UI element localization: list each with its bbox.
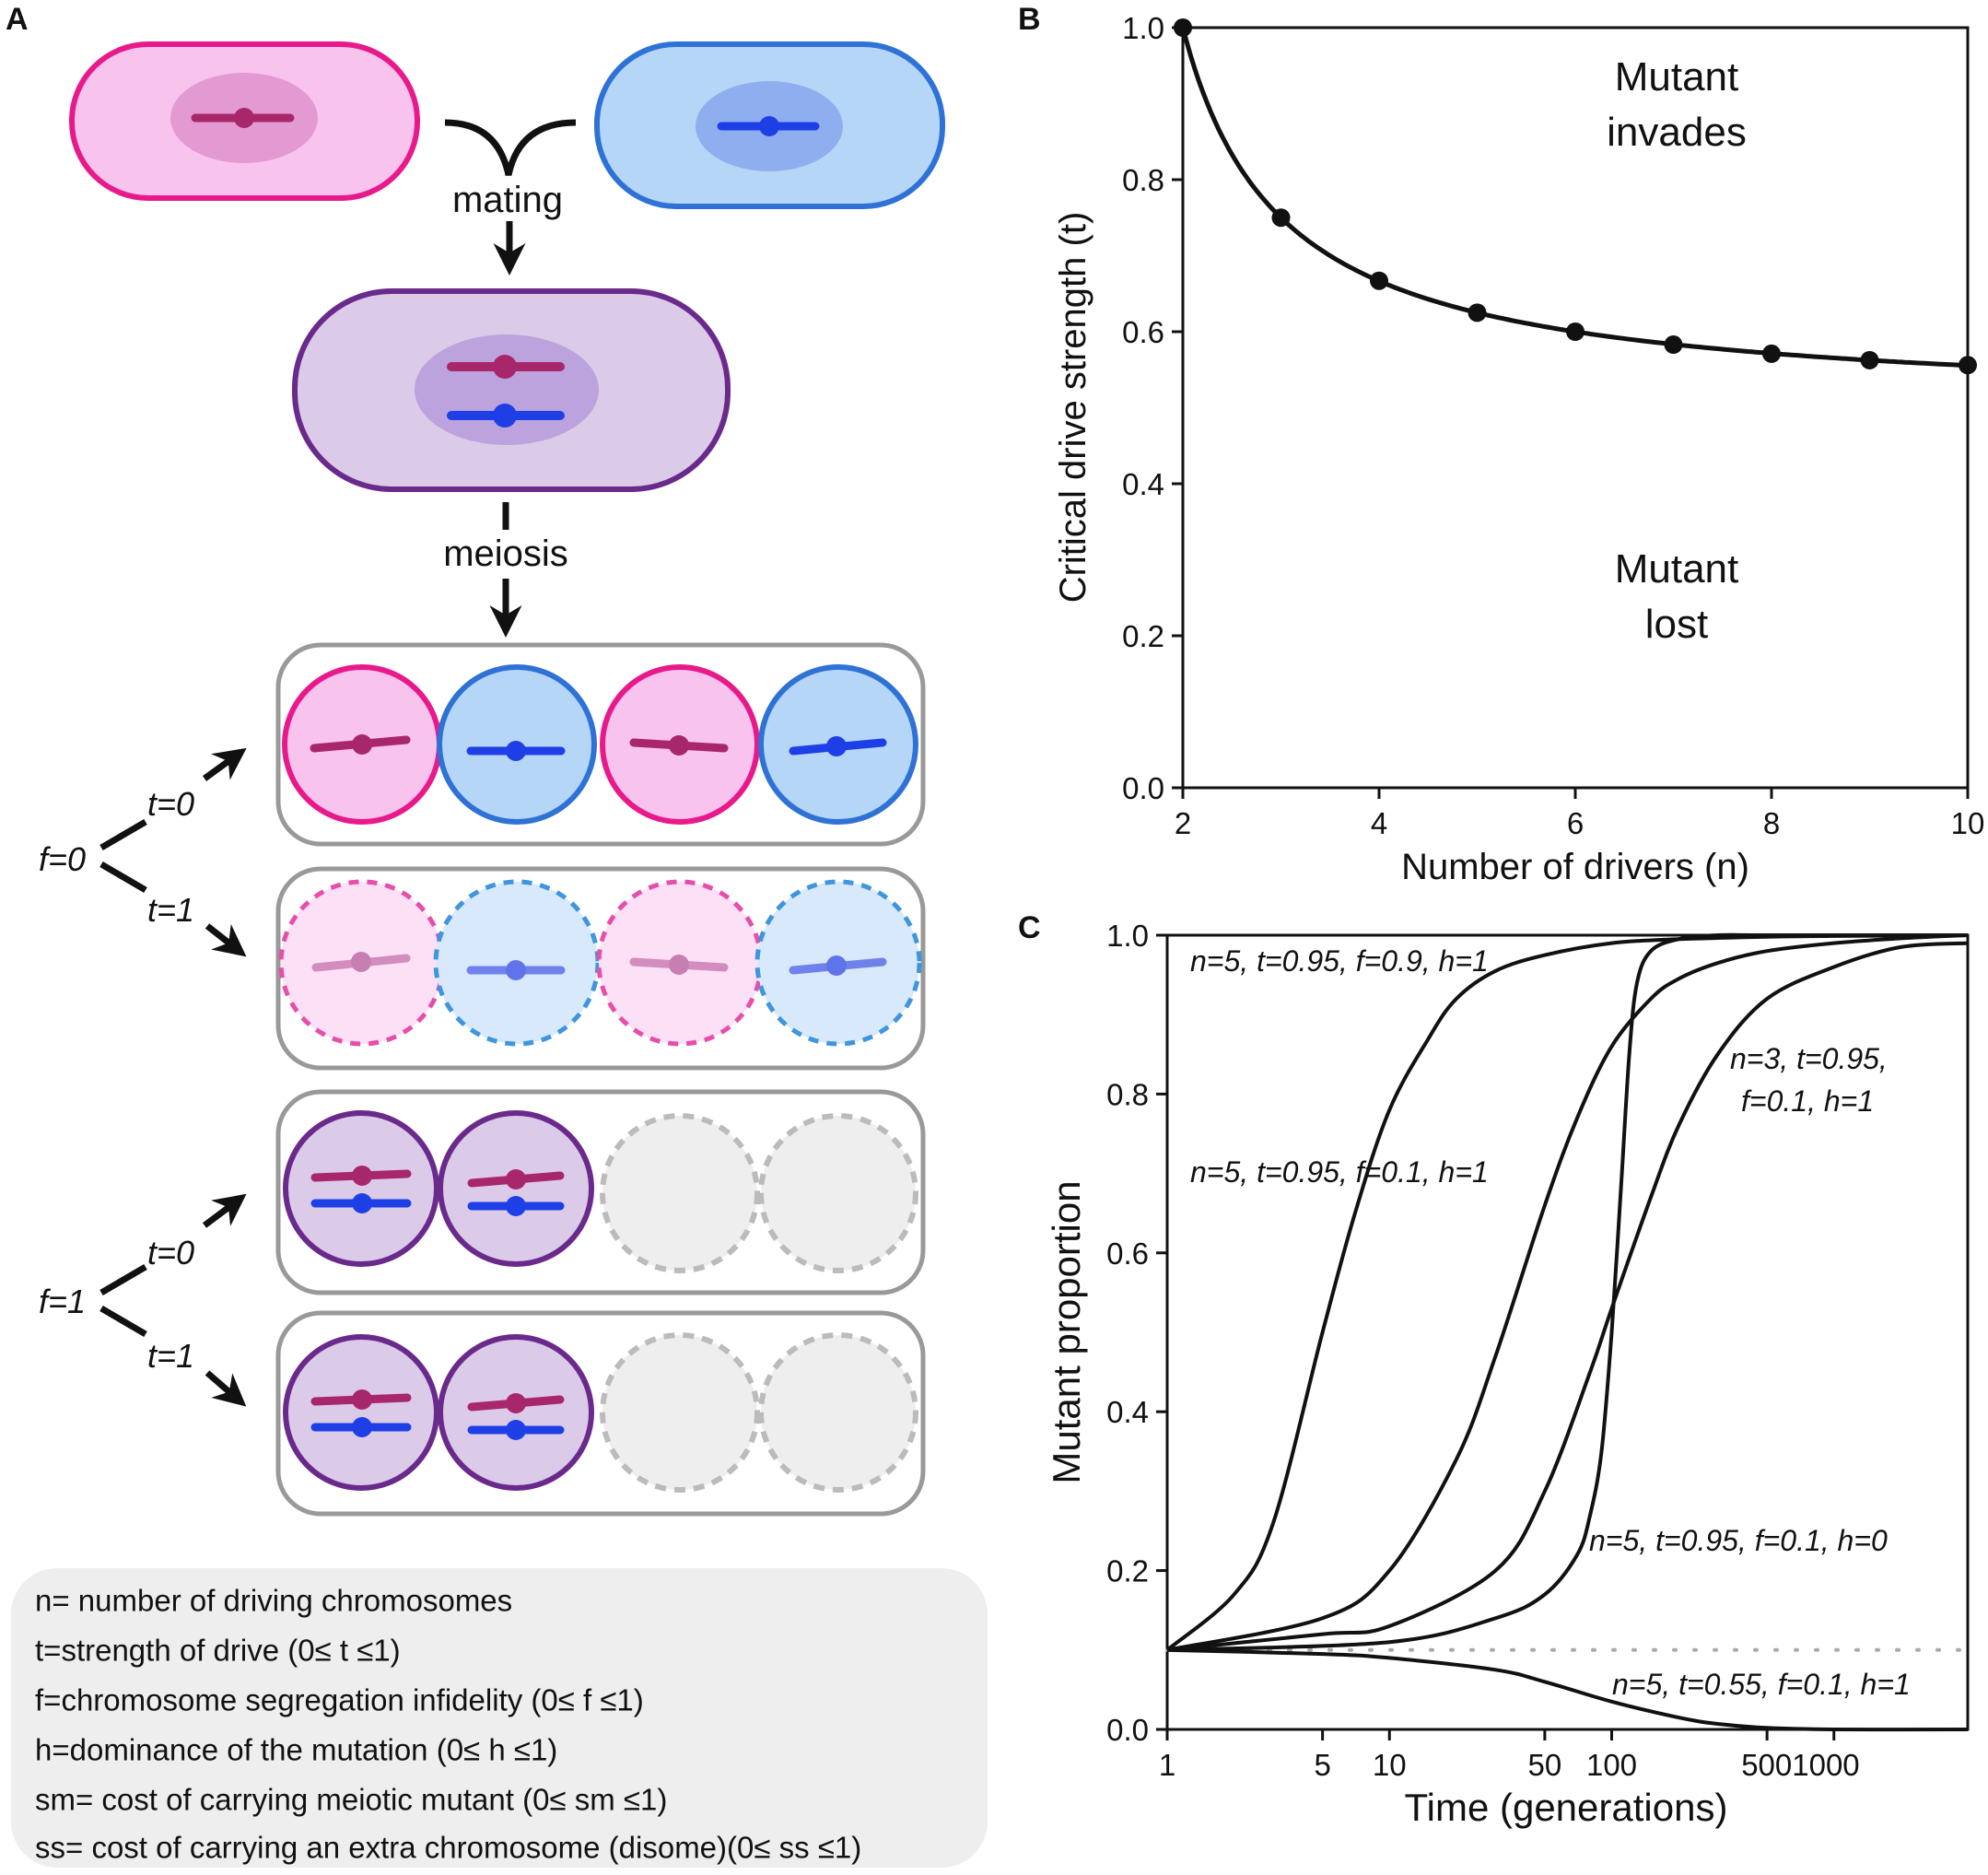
chart-c-xtick-label: 100	[1586, 1748, 1637, 1782]
curve-label-h0: n=5, t=0.95, f=0.1, h=0	[1589, 1524, 1888, 1557]
chart-c-xlabel: Time (generations)	[1405, 1786, 1728, 1829]
chart-c-xtick-label: 10	[1373, 1748, 1407, 1782]
chart-b-point	[1370, 271, 1388, 290]
diploid-cell	[292, 288, 731, 492]
mating-connector	[444, 119, 577, 176]
chart-b-ytick-label: 0.2	[1122, 619, 1164, 653]
chart-c-series-line-4	[1166, 932, 1968, 1652]
chart-b-points	[1174, 18, 1977, 375]
chart-b-ytick-label: 0.8	[1122, 163, 1164, 197]
chart-b-xtick-label: 4	[1371, 806, 1387, 840]
chart-c-y-axis: 0.0 0.2 0.4 0.6 0.8 1.0	[1106, 919, 1167, 1747]
panel-b-label: B	[1018, 2, 1041, 37]
curve-label-n3-line2: f=0.1, h=1	[1741, 1084, 1874, 1118]
panel-c: C 0.0 0.2 0.4 0.6 0.8 1.0 1 5 10 50 100 5001000 Mu…	[1018, 910, 1970, 1829]
branch-f1-t0-label: t=0	[147, 1234, 194, 1271]
mating-label: mating	[452, 180, 563, 220]
chart-b-point	[1468, 303, 1487, 322]
annotation-invades-1: Mutant	[1615, 54, 1739, 100]
chart-b-xtick-label: 2	[1175, 806, 1191, 840]
meiosis-label: meiosis	[443, 533, 568, 574]
branch-f0-t1-label: t=1	[147, 891, 194, 929]
panel-a: A mating meiosis	[6, 2, 988, 1868]
tetrad-f1-t0	[275, 1089, 926, 1295]
chart-b-point	[1959, 356, 1977, 375]
chart-b-point	[1271, 208, 1291, 228]
tetrad-f0-t1	[275, 866, 926, 1071]
legend-line-h: h=dominance of the mutation (0≤ h ≤1)	[35, 1733, 557, 1767]
parameter-legend: n= number of driving chromosomes t=stren…	[11, 1568, 988, 1868]
legend-line-f: f=chromosome segregation infidelity (0≤ …	[35, 1683, 644, 1717]
chart-c-series	[1165, 932, 1969, 1732]
chart-b-point	[1566, 322, 1585, 341]
chart-b-fit-curve	[1180, 27, 1969, 369]
chart-b-point	[1762, 344, 1781, 363]
chart-c-xtick-label: 1	[1159, 1748, 1175, 1782]
panel-a-label: A	[6, 2, 29, 37]
curve-label-f01: n=5, t=0.95, f=0.1, h=1	[1190, 1155, 1489, 1189]
chart-b-xtick-label: 10	[1951, 806, 1985, 840]
chart-c-x-axis: 1 5 10 50 100 5001000	[1159, 1729, 1860, 1782]
chart-b-frame	[1181, 26, 1970, 790]
chart-c-xtick-label: 5001000	[1741, 1748, 1859, 1782]
branch-f0-t0-label: t=0	[147, 785, 194, 823]
chart-c-ytick-label: 0.2	[1106, 1554, 1149, 1588]
chart-c-ytick-label: 0.4	[1106, 1395, 1149, 1429]
curve-label-n3-line1: n=3, t=0.95,	[1730, 1042, 1888, 1075]
curve-label-t055: n=5, t=0.55, f=0.1, h=1	[1612, 1668, 1911, 1701]
legend-line-sm: sm= cost of carrying meiotic mutant (0≤ …	[35, 1783, 667, 1817]
legend-line-n: n= number of driving chromosomes	[35, 1584, 512, 1618]
chart-c-ytick-label: 1.0	[1106, 919, 1149, 953]
branch-f0: f=0 t=0 t=1	[39, 747, 247, 957]
curve-label-f09: n=5, t=0.95, f=0.9, h=1	[1190, 944, 1489, 978]
chart-b-xtick-label: 8	[1763, 806, 1780, 840]
chart-c-ytick-label: 0.0	[1106, 1713, 1149, 1747]
chart-b-ytick-label: 1.0	[1122, 11, 1164, 45]
blue-parent-cell	[594, 41, 945, 209]
chart-b-point	[1664, 335, 1683, 355]
chart-b-xtick-label: 6	[1567, 806, 1584, 840]
annotation-lost-2: lost	[1645, 602, 1708, 647]
chart-b-xlabel: Number of drivers (n)	[1401, 847, 1749, 887]
chart-b-y-axis: 0.0 0.2 0.4 0.6 0.8 1.0	[1122, 11, 1183, 805]
legend-line-ss: ss= cost of carrying an extra chromosome…	[35, 1831, 861, 1865]
chart-c-ytick-label: 0.8	[1106, 1077, 1149, 1111]
chart-b-x-axis: 2 4 6 8 10	[1175, 788, 1985, 840]
annotation-invades-2: invades	[1607, 110, 1747, 155]
annotation-lost-1: Mutant	[1615, 546, 1739, 592]
tetrad-f0-t0	[275, 642, 926, 847]
chart-c-ytick-label: 0.6	[1106, 1236, 1149, 1271]
branch-f0-f-label: f=0	[39, 840, 86, 878]
chart-b-point	[1860, 350, 1879, 369]
chart-c-series-line-2	[1166, 933, 1969, 1652]
panel-b: B 0.0 0.2 0.4 0.6 0.8 1.0 2 4 6 8 10 Critical dri…	[1018, 2, 1984, 887]
pink-parent-cell	[69, 41, 420, 201]
tetrad-f1-t1	[275, 1310, 926, 1517]
chart-c-series-line-5	[1166, 1647, 1969, 1732]
panel-c-label: C	[1018, 910, 1041, 945]
chart-c-xtick-label: 50	[1528, 1748, 1562, 1782]
chart-c-frame	[1165, 933, 1970, 1731]
chart-b-point	[1174, 18, 1192, 37]
branch-f1: f=1 t=0 t=1	[39, 1193, 247, 1407]
chart-b-ytick-label: 0.4	[1122, 467, 1164, 501]
chart-b-ytick-label: 0.0	[1122, 771, 1164, 805]
chart-c-xtick-label: 5	[1314, 1748, 1330, 1782]
branch-f1-f-label: f=1	[39, 1283, 86, 1320]
legend-line-t: t=strength of drive (0≤ t ≤1)	[35, 1634, 401, 1668]
chart-b-ylabel: Critical drive strength (t)	[1053, 212, 1093, 604]
chart-c-ylabel: Mutant proportion	[1045, 1180, 1088, 1483]
branch-f1-t1-label: t=1	[147, 1337, 194, 1375]
chart-b-ytick-label: 0.6	[1122, 315, 1164, 349]
